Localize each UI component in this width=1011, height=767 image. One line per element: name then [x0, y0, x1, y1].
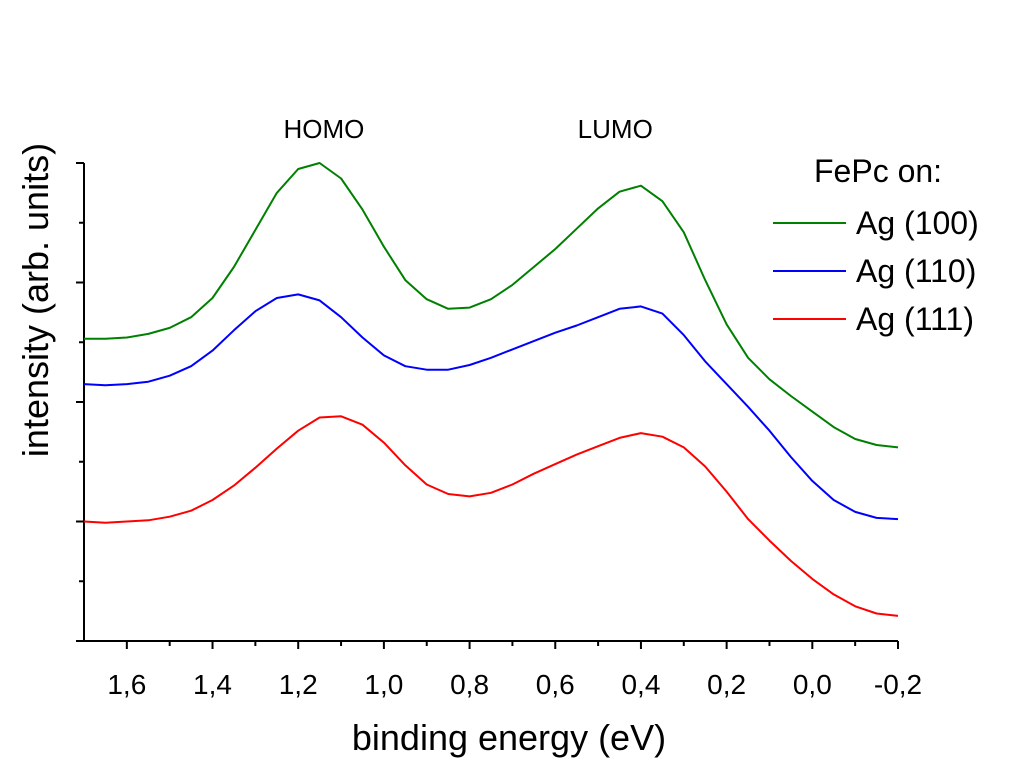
annotations: HOMO LUMO	[283, 114, 652, 144]
x-tick-label: 0,8	[450, 669, 489, 700]
x-tick-label: 0,2	[707, 669, 746, 700]
series-line-1	[83, 293, 899, 521]
legend-label: Ag (100)	[856, 205, 979, 241]
legend-title: FePc on:	[814, 153, 942, 189]
x-tick-label: 0,4	[621, 669, 660, 700]
x-tick-label: 1,6	[107, 669, 146, 700]
x-ticks: 1,6 1,4 1,2 1,0 0,8 0,6 0,4 0,2 0,0 -0,2	[107, 641, 922, 700]
series-group	[83, 162, 899, 617]
legend: FePc on: Ag (100) Ag (110) Ag (111)	[773, 153, 979, 337]
annotation-lumo: LUMO	[578, 114, 653, 144]
annotation-homo: HOMO	[283, 114, 364, 144]
legend-label: Ag (110)	[856, 253, 976, 289]
series-line-0	[84, 162, 899, 449]
x-tick-label: 1,2	[279, 669, 318, 700]
axes	[83, 163, 898, 642]
legend-label: Ag (111)	[856, 301, 974, 337]
y-ticks	[76, 162, 84, 642]
series-line-2	[83, 415, 899, 617]
legend-items: Ag (100) Ag (110) Ag (111)	[773, 205, 979, 337]
x-tick-label: 0,0	[793, 669, 832, 700]
x-tick-label: -0,2	[874, 669, 922, 700]
y-axis-label: intensity (arb. units)	[15, 143, 56, 457]
x-tick-label: 1,4	[193, 669, 232, 700]
x-axis-label: binding energy (eV)	[352, 717, 666, 758]
x-tick-label: 0,6	[536, 669, 575, 700]
x-tick-label: 1,0	[364, 669, 403, 700]
